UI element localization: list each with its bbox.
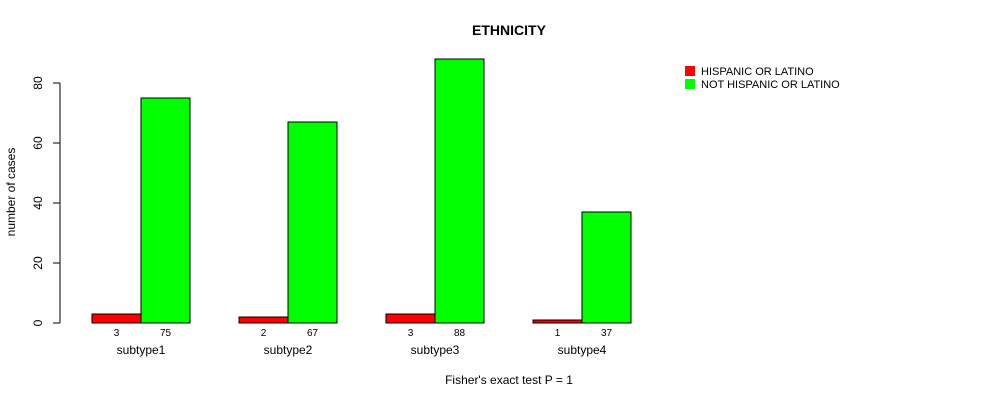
y-axis: 0 20 40 60 80	[31, 76, 61, 326]
bar-subtype4-hispanic	[532, 319, 583, 324]
bar-subtype3-not-hispanic	[434, 58, 485, 324]
y-axis-label: number of cases	[4, 148, 18, 237]
y-tick-label: 60	[31, 136, 45, 150]
bar-value-label: 3	[114, 328, 120, 339]
bar-value-label: 2	[261, 328, 267, 339]
bar-subtype2-hispanic	[238, 316, 289, 324]
bar-subtype3-hispanic	[385, 313, 436, 324]
category-label-subtype1: subtype1	[117, 343, 166, 357]
x-axis-label: Fisher's exact test P = 1	[445, 373, 573, 387]
bar-value-label: 88	[454, 328, 466, 339]
bars-group	[91, 58, 632, 324]
category-label-subtype4: subtype4	[558, 343, 607, 357]
chart-title: ETHNICITY	[472, 22, 547, 38]
category-labels-group: subtype1 subtype2 subtype3 subtype4	[117, 343, 607, 357]
value-labels-group: 3 75 2 67 3 88 1 37	[114, 328, 613, 339]
bar-subtype4-not-hispanic	[581, 211, 632, 324]
y-tick-label: 0	[31, 319, 45, 326]
legend-label: NOT HISPANIC OR LATINO	[701, 79, 840, 91]
category-label-subtype2: subtype2	[264, 343, 313, 357]
bar-value-label: 1	[555, 328, 561, 339]
bar-value-label: 67	[307, 328, 319, 339]
category-label-subtype3: subtype3	[411, 343, 460, 357]
bar-subtype1-not-hispanic	[140, 97, 191, 324]
legend-swatch	[685, 66, 695, 76]
bar-subtype1-hispanic	[91, 313, 142, 324]
bar-value-label: 37	[601, 328, 613, 339]
bar-subtype2-not-hispanic	[287, 121, 338, 324]
bar-value-label: 3	[408, 328, 414, 339]
y-tick-label: 20	[31, 256, 45, 270]
legend-swatch	[685, 79, 695, 89]
legend-label: HISPANIC OR LATINO	[701, 66, 814, 78]
y-tick-label: 80	[31, 76, 45, 90]
bar-value-label: 75	[160, 328, 172, 339]
y-tick-label: 40	[31, 196, 45, 210]
